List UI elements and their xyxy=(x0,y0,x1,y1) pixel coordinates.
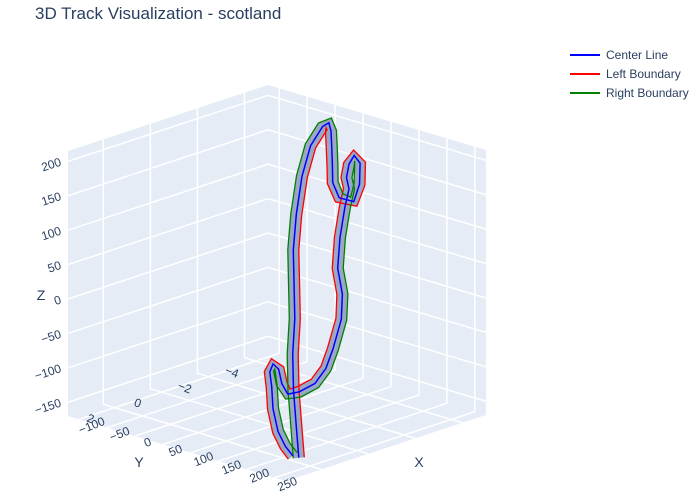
grid-line-z xyxy=(267,266,487,334)
grid-line-z xyxy=(67,335,269,403)
z-tick-label: 150 xyxy=(40,189,64,209)
z-tick-label: −100 xyxy=(33,361,63,383)
grid-line-z xyxy=(67,232,269,300)
z-tick-label: 50 xyxy=(46,258,63,276)
z-tick-label: −150 xyxy=(33,396,63,418)
grid-line-y xyxy=(103,403,322,471)
tick-labels: −100 −50 0 50 100 150 200 250−4−202−150−100−500… xyxy=(33,155,300,494)
grid-line-z xyxy=(267,197,487,265)
y-tick-label: 2 xyxy=(85,411,96,427)
grid-line-z xyxy=(267,232,487,299)
x-tick-label: 50 xyxy=(167,441,185,459)
legend-label-left-boundary: Left Boundary xyxy=(606,66,681,81)
right-boundary-line[interactable] xyxy=(272,117,356,459)
wall-back-x xyxy=(268,85,486,415)
grid-line-z xyxy=(67,301,269,369)
grid-line-z xyxy=(67,94,269,163)
legend-swatch-right-boundary xyxy=(570,91,600,94)
grid-line-x xyxy=(274,410,476,479)
grid-line-y xyxy=(150,388,369,455)
z-tick-label: −50 xyxy=(39,327,63,347)
legend-item-right-boundary[interactable]: Right Boundary xyxy=(570,83,689,102)
z-tick-label: 100 xyxy=(40,224,64,244)
grid-lines xyxy=(67,88,487,479)
grid-line-z xyxy=(267,335,487,402)
grid-line-y xyxy=(197,372,416,440)
y-tick-label: −2 xyxy=(176,379,194,397)
legend-label-center-line: Center Line xyxy=(606,47,669,62)
grid-line-z xyxy=(267,129,487,196)
grid-line-x xyxy=(78,352,280,421)
grid-line-x xyxy=(218,394,420,462)
grid-line-x xyxy=(246,402,448,471)
grid-line-z xyxy=(67,266,269,335)
legend-swatch-center-line xyxy=(570,53,600,56)
z-axis-title: Z xyxy=(37,287,46,303)
y-tick-label: −4 xyxy=(223,363,241,381)
x-axis-title: X xyxy=(414,454,424,470)
y-axis-title: Y xyxy=(134,454,144,470)
track-lines xyxy=(263,117,367,460)
grid-line-x xyxy=(162,377,364,446)
grid-line-z xyxy=(67,163,269,231)
grid-line-x xyxy=(134,369,336,437)
grid-line-z xyxy=(267,94,487,162)
center-line[interactable] xyxy=(269,121,361,458)
y-tick-label: 0 xyxy=(132,395,143,411)
left-boundary-line[interactable] xyxy=(263,125,367,460)
chart-title: 3D Track Visualization - scotland xyxy=(35,4,282,23)
legend-item-center-line[interactable]: Center Line xyxy=(570,45,689,64)
legend-label-right-boundary: Right Boundary xyxy=(606,85,689,100)
grid-line-z xyxy=(267,301,487,368)
grid-line-z xyxy=(67,129,269,197)
x-tick-label: 0 xyxy=(142,434,154,450)
wall-back-y xyxy=(68,85,268,416)
axis-titles: X Y Z xyxy=(37,287,425,470)
legend: Center Line Left Boundary Right Boundary xyxy=(570,45,689,102)
z-tick-label: 200 xyxy=(40,155,64,175)
legend-item-left-boundary[interactable]: Left Boundary xyxy=(570,64,689,83)
grid-line-z xyxy=(67,197,269,266)
z-tick-label: 0 xyxy=(52,292,63,307)
legend-swatch-left-boundary xyxy=(570,72,600,75)
